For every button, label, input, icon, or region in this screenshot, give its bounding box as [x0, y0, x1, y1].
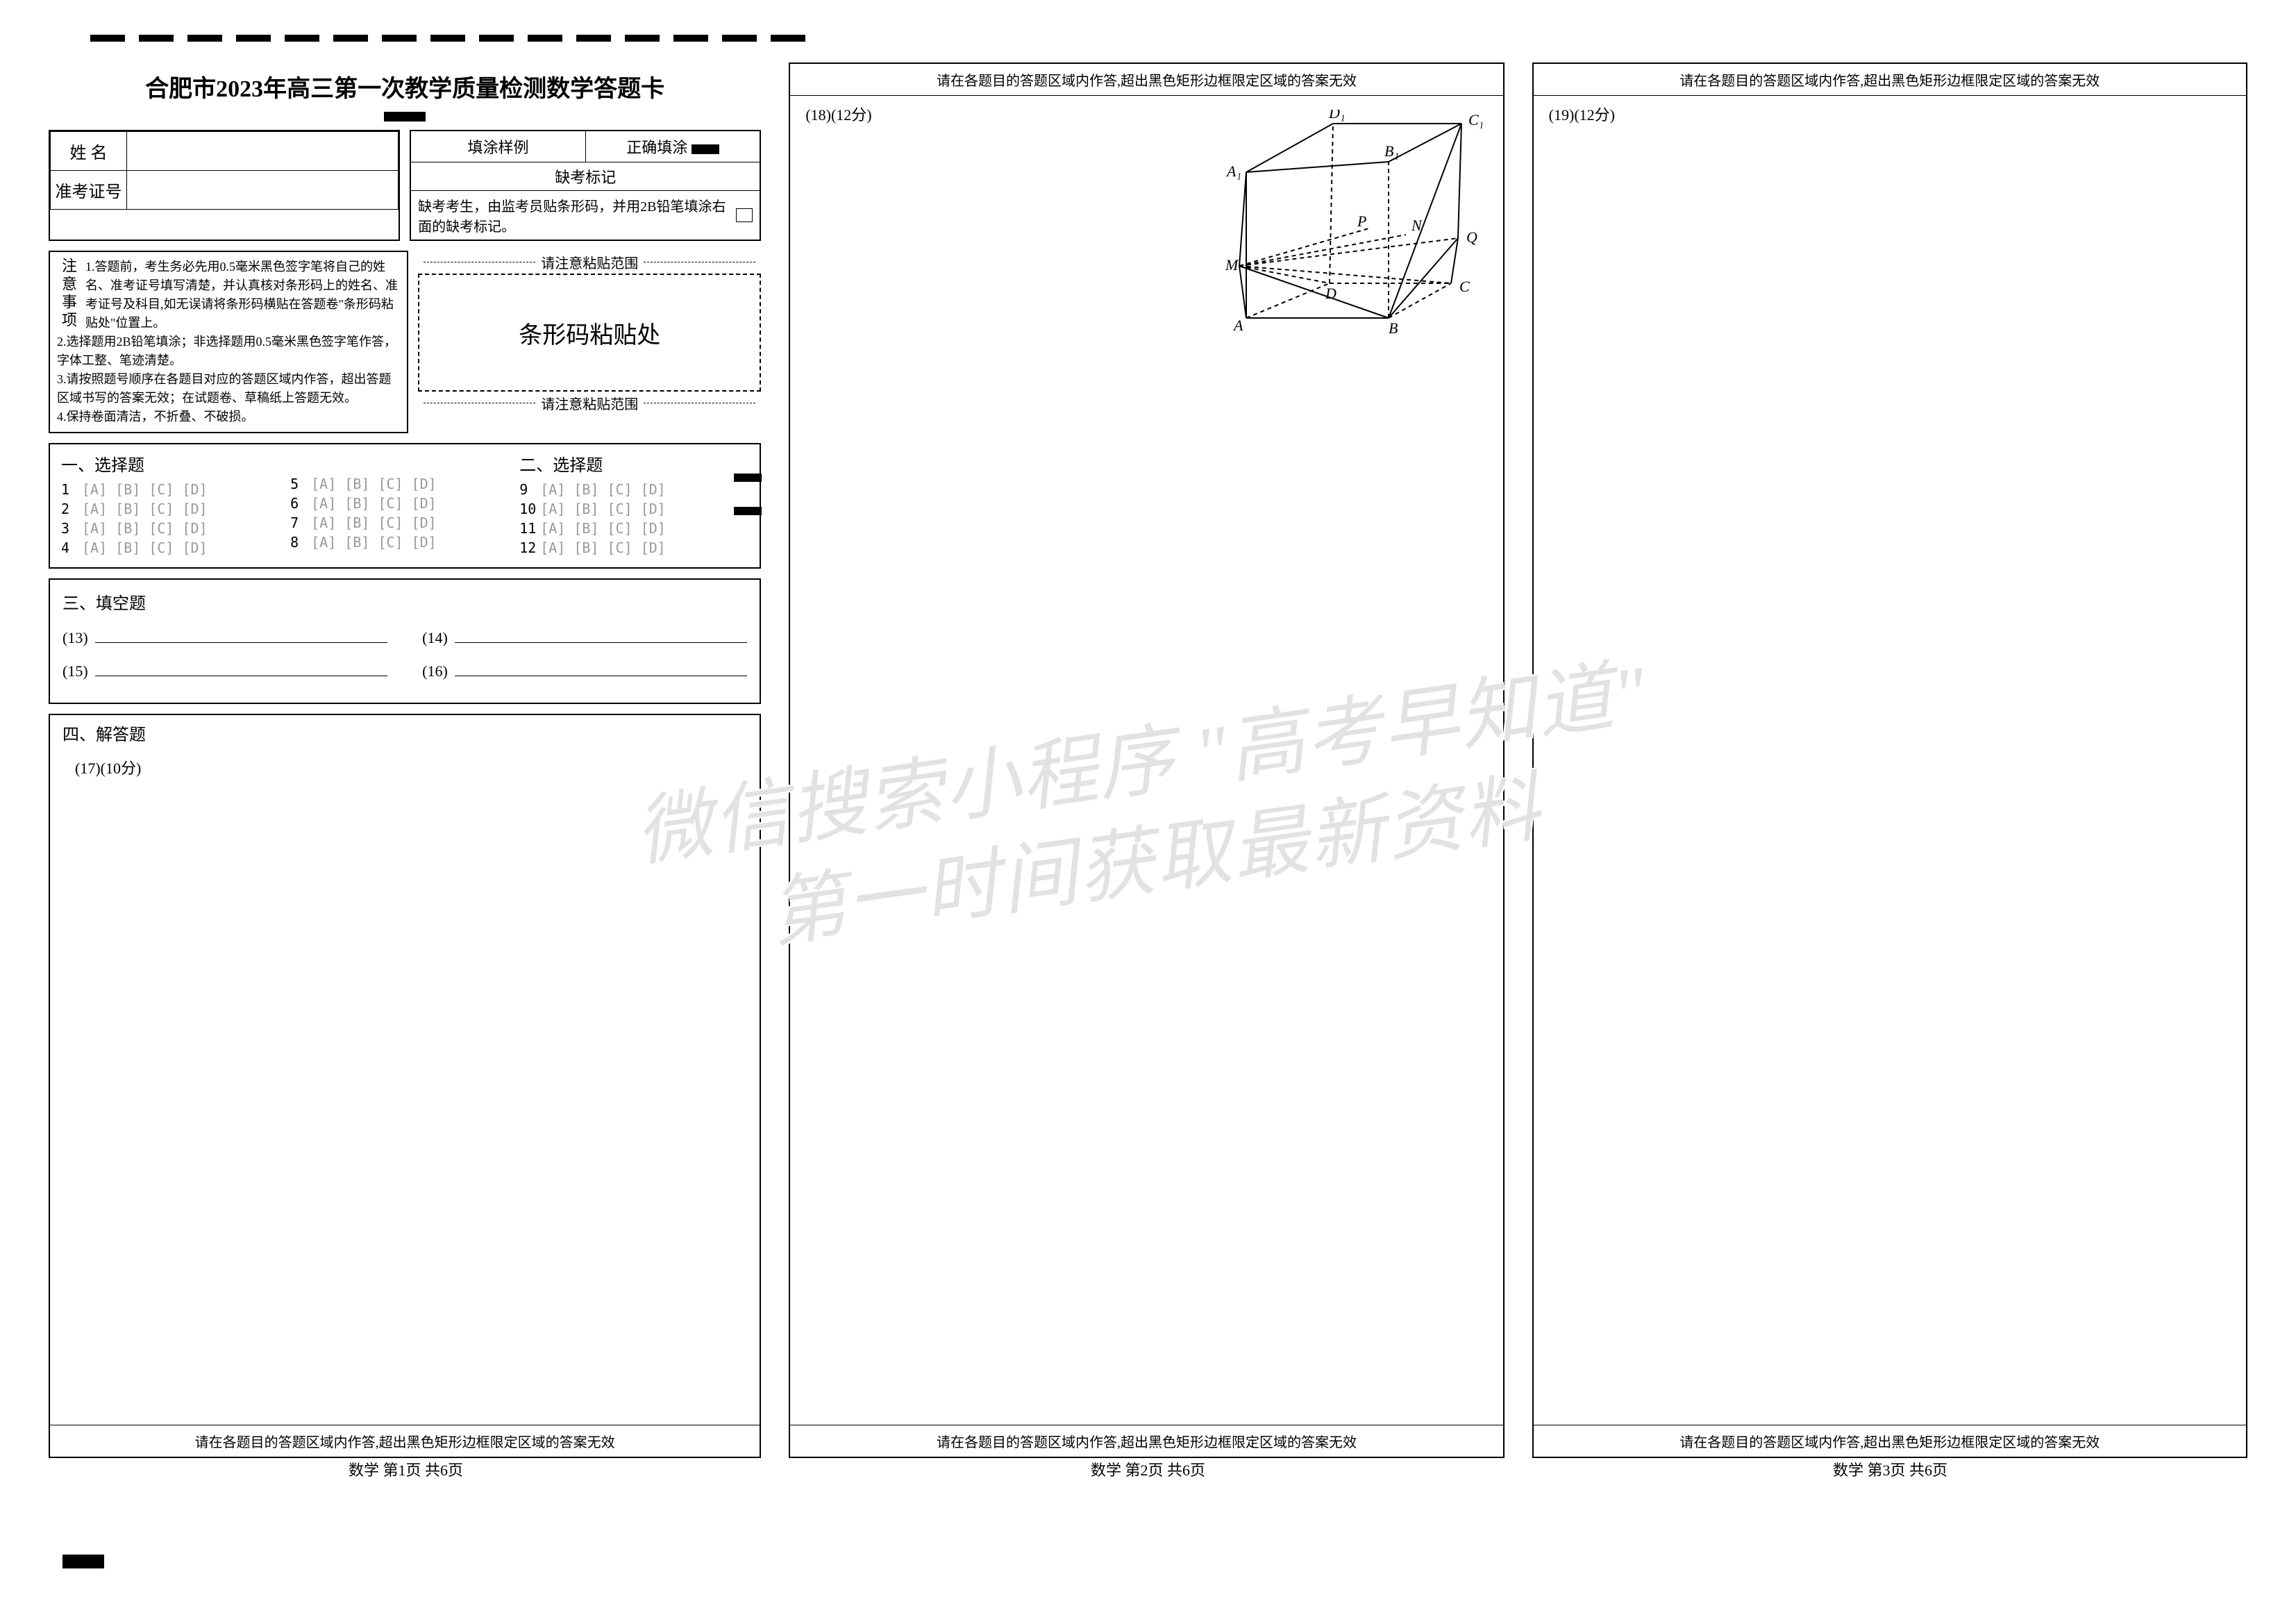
id-and-sample-row: 姓 名 准考证号 填涂样例 正确填涂 缺考标记 缺考考生，由监考员贴条形码，并用…	[49, 130, 761, 241]
notice-row: 注意事项 1.答题前，考生务必先用0.5毫米黑色签字笔将自己的姓名、准考证号填写…	[49, 251, 761, 433]
choice-row-3[interactable]: 3[A] [B] [C] [D]	[61, 520, 290, 537]
footer-p1: 数学 第1页 共6页	[49, 1458, 763, 1480]
section2-title: 二、选择题	[519, 451, 748, 476]
fill-blank-panel: 三、填空题 (13) (14) (15) (16)	[49, 578, 761, 704]
footer-p3: 数学 第3页 共6页	[1533, 1458, 2247, 1480]
section4-title: 四、解答题	[62, 721, 760, 745]
ticket-field[interactable]	[127, 171, 399, 210]
barcode-placeholder: 条形码粘贴处	[418, 274, 761, 392]
page-3-panel: 请在各题目的答题区域内作答,超出黑色矩形边框限定区域的答案无效 (19)(12分…	[1532, 62, 2247, 1458]
choice-row-10[interactable]: 10[A] [B] [C] [D]	[519, 501, 748, 517]
svg-text:C₁: C₁	[1468, 111, 1482, 128]
choice-row-9[interactable]: 9[A] [B] [C] [D]	[519, 481, 748, 498]
choice-row-11[interactable]: 11[A] [B] [C] [D]	[519, 520, 748, 537]
p3-top-rule: 请在各题目的答题区域内作答,超出黑色矩形边框限定区域的答案无效	[1534, 64, 2246, 96]
section3-title: 三、填空题	[62, 589, 747, 614]
blank-14[interactable]: (14)	[422, 626, 747, 647]
svg-text:B₁: B₁	[1384, 142, 1399, 160]
svg-text:D: D	[1325, 285, 1336, 302]
choice-row-2[interactable]: 2[A] [B] [C] [D]	[61, 501, 290, 517]
notice-item-3: 3.请按照题号顺序在各题目对应的答题区域内作答，超出答题区域书写的答案无效；在试…	[57, 370, 400, 408]
absent-desc: 缺考考生，由监考员贴条形码，并用2B铅笔填涂右面的缺考标记。	[411, 191, 760, 240]
blank-13[interactable]: (13)	[62, 626, 387, 647]
answer-sheet: 合肥市2023年高三第一次教学质量检测数学答题卡 姓 名 准考证号 填涂样例 正…	[0, 0, 2296, 1624]
fill-sample-correct: 正确填涂	[586, 131, 760, 162]
footer-p2: 数学 第2页 共6页	[791, 1458, 1505, 1480]
notice-item-1: 1.答题前，考生务必先用0.5毫米黑色签字笔将自己的姓名、准考证号填写清楚，并认…	[57, 258, 400, 333]
ticket-label: 准考证号	[51, 171, 127, 210]
notice-item-2: 2.选择题用2B铅笔填涂；非选择题用0.5毫米黑色签字笔作答，字体工整、笔迹清楚…	[57, 333, 400, 370]
svg-text:M: M	[1225, 256, 1239, 274]
barcode-hint-top: 请注意粘贴范围	[418, 252, 761, 272]
title-underline-block	[49, 108, 761, 126]
svg-text:N: N	[1411, 217, 1423, 234]
fill-sample-title: 填涂样例	[411, 131, 586, 162]
choice-right-marks	[734, 474, 762, 515]
p1-bottom-rule: 请在各题目的答题区域内作答,超出黑色矩形边框限定区域的答案无效	[50, 1425, 760, 1457]
absent-checkbox[interactable]	[736, 208, 753, 222]
blank-15[interactable]: (15)	[62, 660, 387, 680]
choice-row-8[interactable]: 8[A] [B] [C] [D]	[290, 534, 519, 551]
top-dash-marks	[90, 35, 854, 43]
corner-marker-bl	[62, 1555, 104, 1568]
svg-text:B: B	[1389, 319, 1398, 337]
choice-row-12[interactable]: 12[A] [B] [C] [D]	[519, 539, 748, 556]
barcode-hint-bottom: 请注意粘贴范围	[418, 393, 761, 413]
svg-text:A₁: A₁	[1225, 162, 1241, 180]
svg-text:Q: Q	[1466, 228, 1477, 246]
notice-box: 注意事项 1.答题前，考生务必先用0.5毫米黑色签字笔将自己的姓名、准考证号填写…	[49, 251, 408, 433]
notice-side-label: 注意事项	[57, 258, 80, 330]
svg-text:A: A	[1232, 317, 1243, 334]
choice-row-1[interactable]: 1[A] [B] [C] [D]	[61, 481, 290, 498]
q18-3d-diagram: A B C D A₁ B₁ C₁ D₁ M Q P N	[1225, 110, 1482, 339]
page-footers: 数学 第1页 共6页 数学 第2页 共6页 数学 第3页 共6页	[49, 1458, 2247, 1480]
fill-sample-box: 填涂样例 正确填涂 缺考标记 缺考考生，由监考员贴条形码，并用2B铅笔填涂右面的…	[410, 130, 761, 241]
q19-label: (19)(12分)	[1549, 103, 2246, 125]
choice-panel: 一、选择题 1[A] [B] [C] [D] 2[A] [B] [C] [D] …	[49, 443, 761, 569]
choice-row-7[interactable]: 7[A] [B] [C] [D]	[290, 514, 519, 531]
q17-label: (17)(10分)	[75, 756, 760, 778]
page-2-panel: 请在各题目的答题区域内作答,超出黑色矩形边框限定区域的答案无效 (18)(12分…	[789, 62, 1504, 1458]
section1-title: 一、选择题	[61, 451, 290, 476]
name-label: 姓 名	[51, 132, 127, 171]
svg-text:D₁: D₁	[1328, 110, 1346, 122]
absent-title: 缺考标记	[411, 162, 760, 191]
answer-panel-p1: 四、解答题 (17)(10分) 请在各题目的答题区域内作答,超出黑色矩形边框限定…	[49, 714, 761, 1458]
page-columns: 合肥市2023年高三第一次教学质量检测数学答题卡 姓 名 准考证号 填涂样例 正…	[49, 62, 2247, 1458]
q17-answer-area[interactable]	[50, 781, 760, 1425]
name-field[interactable]	[127, 132, 399, 171]
svg-text:C: C	[1459, 278, 1470, 295]
choice-row-5[interactable]: 5[A] [B] [C] [D]	[290, 476, 519, 492]
barcode-area: 请注意粘贴范围 条形码粘贴处 请注意粘贴范围	[418, 251, 761, 433]
notice-item-4: 4.保持卷面清洁，不折叠、不破损。	[57, 408, 400, 426]
choice-row-4[interactable]: 4[A] [B] [C] [D]	[61, 539, 290, 556]
svg-text:P: P	[1357, 212, 1366, 230]
page-1-panel: 合肥市2023年高三第一次教学质量检测数学答题卡 姓 名 准考证号 填涂样例 正…	[49, 62, 761, 1458]
document-title: 合肥市2023年高三第一次教学质量检测数学答题卡	[49, 62, 761, 108]
p2-top-rule: 请在各题目的答题区域内作答,超出黑色矩形边框限定区域的答案无效	[790, 64, 1502, 96]
blank-16[interactable]: (16)	[422, 660, 747, 680]
candidate-id-box: 姓 名 准考证号	[49, 130, 400, 241]
choice-row-6[interactable]: 6[A] [B] [C] [D]	[290, 495, 519, 512]
q19-answer-area[interactable]	[1534, 128, 2246, 1457]
